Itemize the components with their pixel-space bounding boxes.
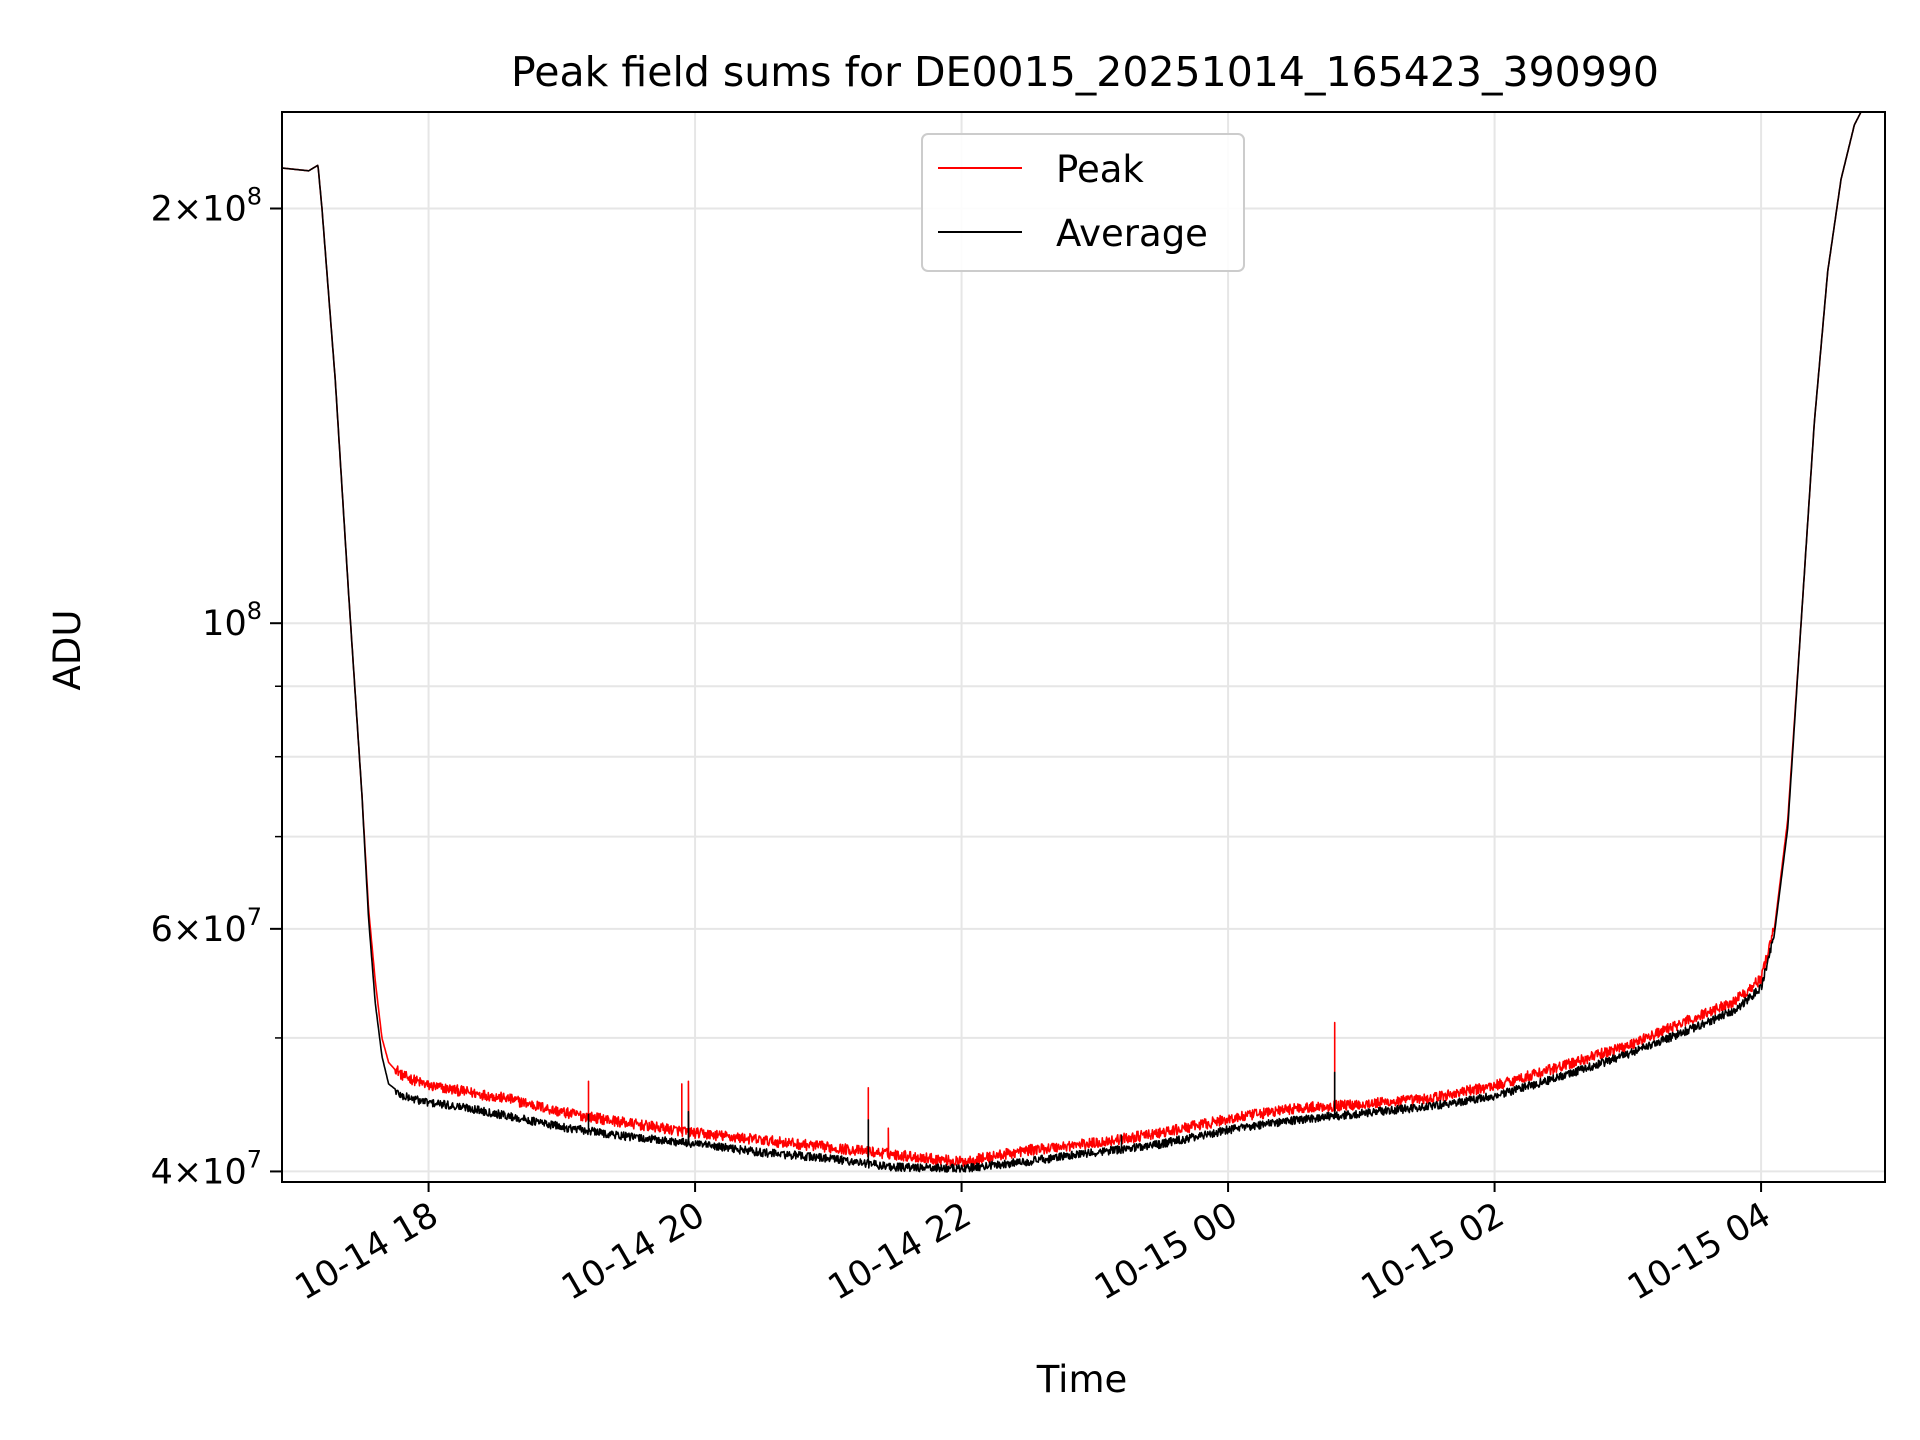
y-tick-exponent: 8 <box>247 597 262 625</box>
y-tick-exponent: 8 <box>247 182 262 210</box>
series-layer <box>282 112 1868 1173</box>
plot-frame <box>281 111 1886 1183</box>
y-tick-base: 10 <box>202 604 247 644</box>
y-tick-base: 2×10 <box>151 189 247 229</box>
series-line-peak <box>282 112 1868 1167</box>
series-line-average <box>282 112 1868 1173</box>
y-axis-label: ADU <box>46 610 89 691</box>
y-tick-exponent: 7 <box>247 903 262 931</box>
chart-title: Peak field sums for DE0015_20251014_1654… <box>511 48 1659 96</box>
y-tick-base: 4×10 <box>151 1152 247 1192</box>
y-tick-label: 108 <box>202 597 262 644</box>
legend-peak-label: Peak <box>1056 148 1144 191</box>
y-tick-label: 4×107 <box>151 1145 262 1192</box>
y-tick-exponent: 7 <box>247 1145 262 1173</box>
legend: Peak Average <box>921 133 1245 272</box>
y-tick-base: 6×10 <box>151 910 247 950</box>
y-tick-label: 6×107 <box>151 903 262 950</box>
x-axis-label: Time <box>1036 1358 1128 1401</box>
y-tick-label: 2×108 <box>151 182 262 229</box>
legend-average-label: Average <box>1056 212 1208 255</box>
